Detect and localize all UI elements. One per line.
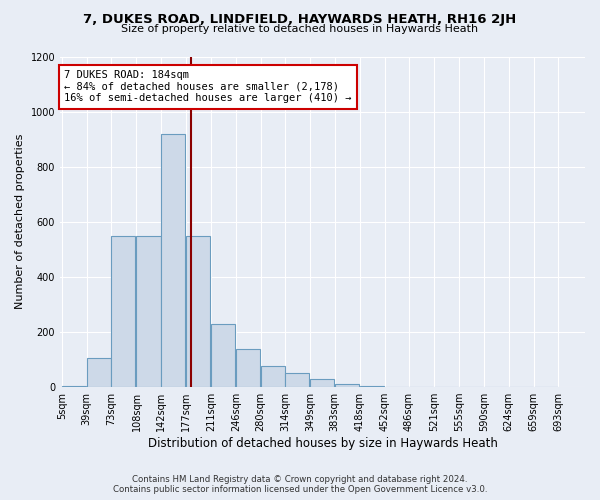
Bar [385,386,409,387]
Bar [260,366,284,387]
Bar [335,384,359,387]
Bar [111,236,136,387]
Text: Size of property relative to detached houses in Haywards Heath: Size of property relative to detached ho… [121,24,479,34]
Bar [186,236,211,387]
Y-axis label: Number of detached properties: Number of detached properties [15,134,25,310]
Bar [211,324,235,387]
Bar [161,134,185,387]
Text: 7, DUKES ROAD, LINDFIELD, HAYWARDS HEATH, RH16 2JH: 7, DUKES ROAD, LINDFIELD, HAYWARDS HEATH… [83,12,517,26]
Bar [136,236,161,387]
Bar [360,386,384,387]
Bar [62,386,86,387]
Text: 7 DUKES ROAD: 184sqm
← 84% of detached houses are smaller (2,178)
16% of semi-de: 7 DUKES ROAD: 184sqm ← 84% of detached h… [64,70,352,104]
Text: Contains HM Land Registry data © Crown copyright and database right 2024.
Contai: Contains HM Land Registry data © Crown c… [113,474,487,494]
X-axis label: Distribution of detached houses by size in Haywards Heath: Distribution of detached houses by size … [148,437,497,450]
Bar [236,348,260,387]
Bar [87,358,111,387]
Bar [310,379,334,387]
Bar [285,374,309,387]
